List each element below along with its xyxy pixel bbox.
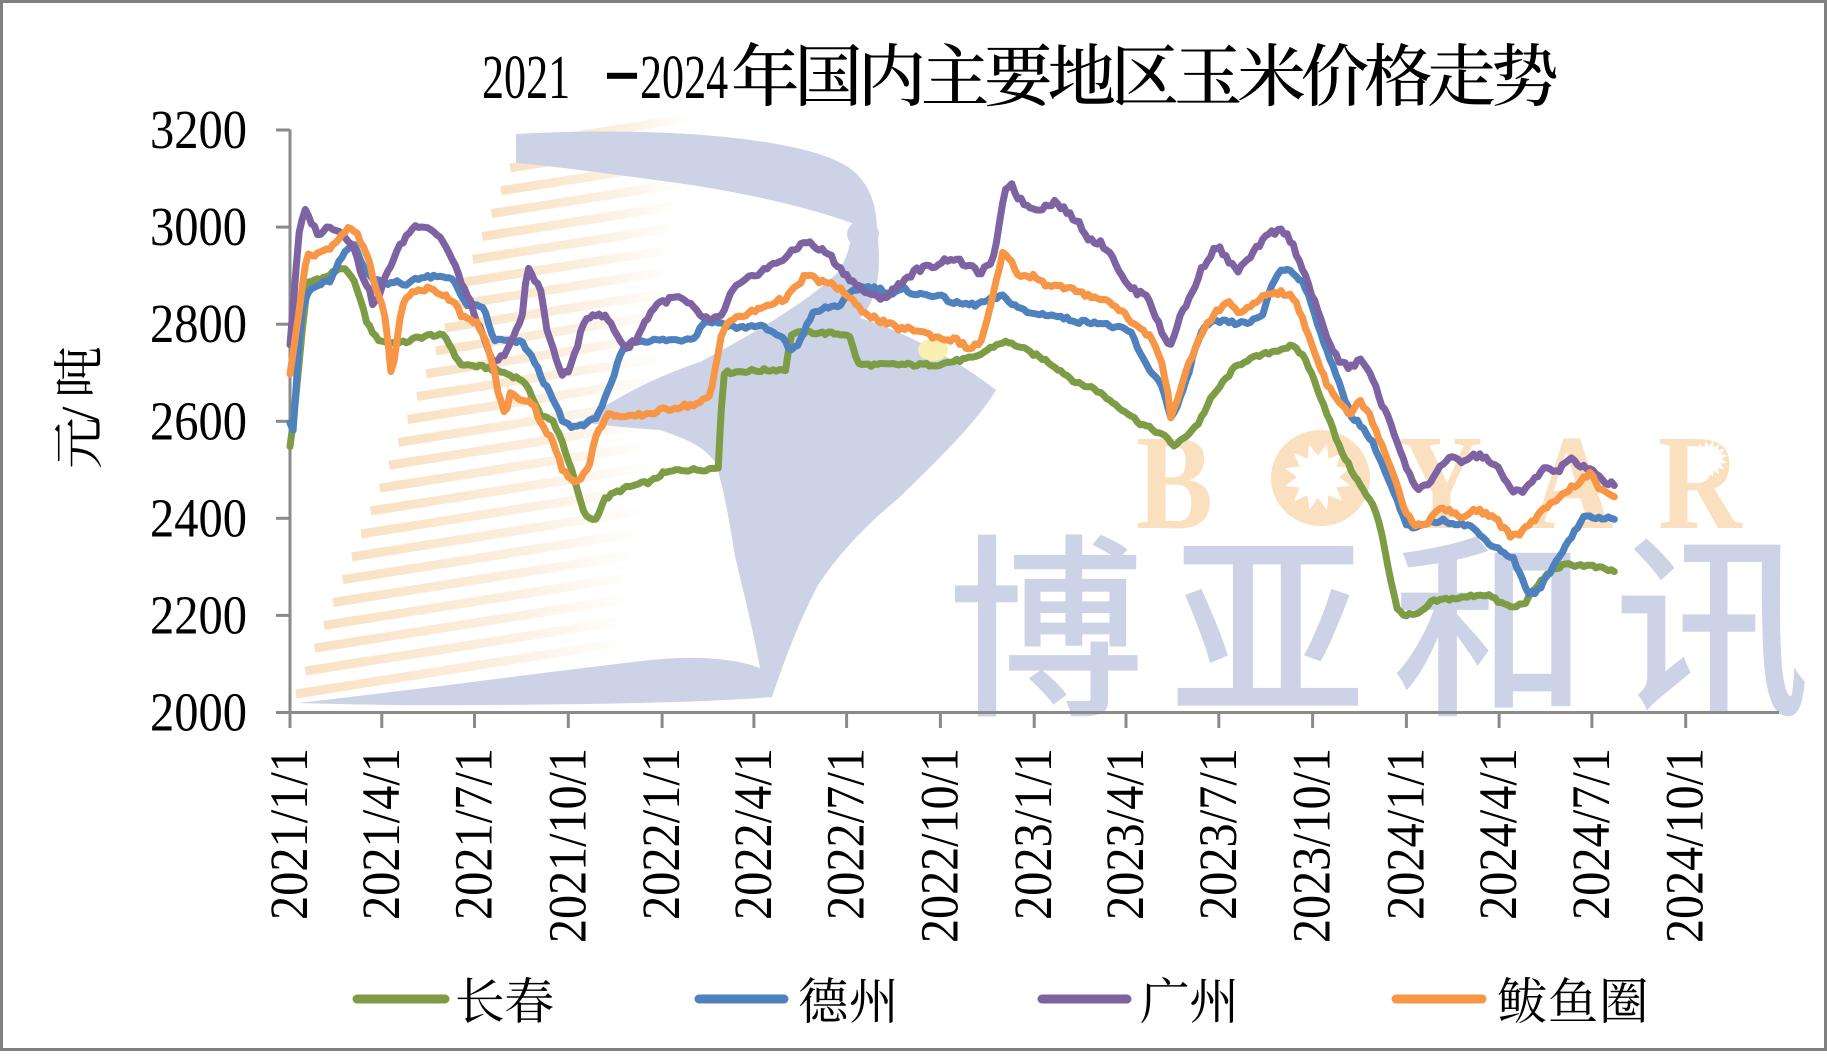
svg-text:2600: 2600 [150,390,247,451]
svg-text:2024/7/1: 2024/7/1 [1561,748,1621,920]
svg-text:R: R [1658,408,1743,558]
svg-text:2021/7/1: 2021/7/1 [444,748,504,920]
svg-text:3200: 3200 [150,99,247,160]
svg-text:3000: 3000 [150,196,247,257]
svg-text:2024/4/1: 2024/4/1 [1468,748,1528,920]
svg-text:2022/10/1: 2022/10/1 [909,748,969,943]
svg-text:2023/7/1: 2023/7/1 [1188,748,1248,920]
svg-text:2022/1/1: 2022/1/1 [631,748,691,920]
svg-text:2024: 2024 [640,42,728,112]
svg-text:2022/7/1: 2022/7/1 [816,748,876,920]
svg-text:2024/10/1: 2024/10/1 [1655,748,1715,943]
svg-text:2021/4/1: 2021/4/1 [351,748,411,920]
svg-text:2023/10/1: 2023/10/1 [1282,748,1342,943]
svg-text:2023/4/1: 2023/4/1 [1095,748,1155,920]
svg-text:2024/1/1: 2024/1/1 [1375,748,1435,920]
svg-text:2000: 2000 [150,682,247,743]
svg-text:B: B [1136,408,1213,558]
svg-text:2022/4/1: 2022/4/1 [723,748,783,920]
svg-text:2400: 2400 [150,487,247,548]
svg-text:2800: 2800 [150,293,247,354]
svg-text:2023/1/1: 2023/1/1 [1003,748,1063,920]
svg-text:/: / [52,406,109,421]
svg-text:2021: 2021 [482,42,570,112]
svg-text:2021/1/1: 2021/1/1 [259,748,319,920]
svg-text:2200: 2200 [150,584,247,645]
svg-text:2021/10/1: 2021/10/1 [537,748,597,943]
